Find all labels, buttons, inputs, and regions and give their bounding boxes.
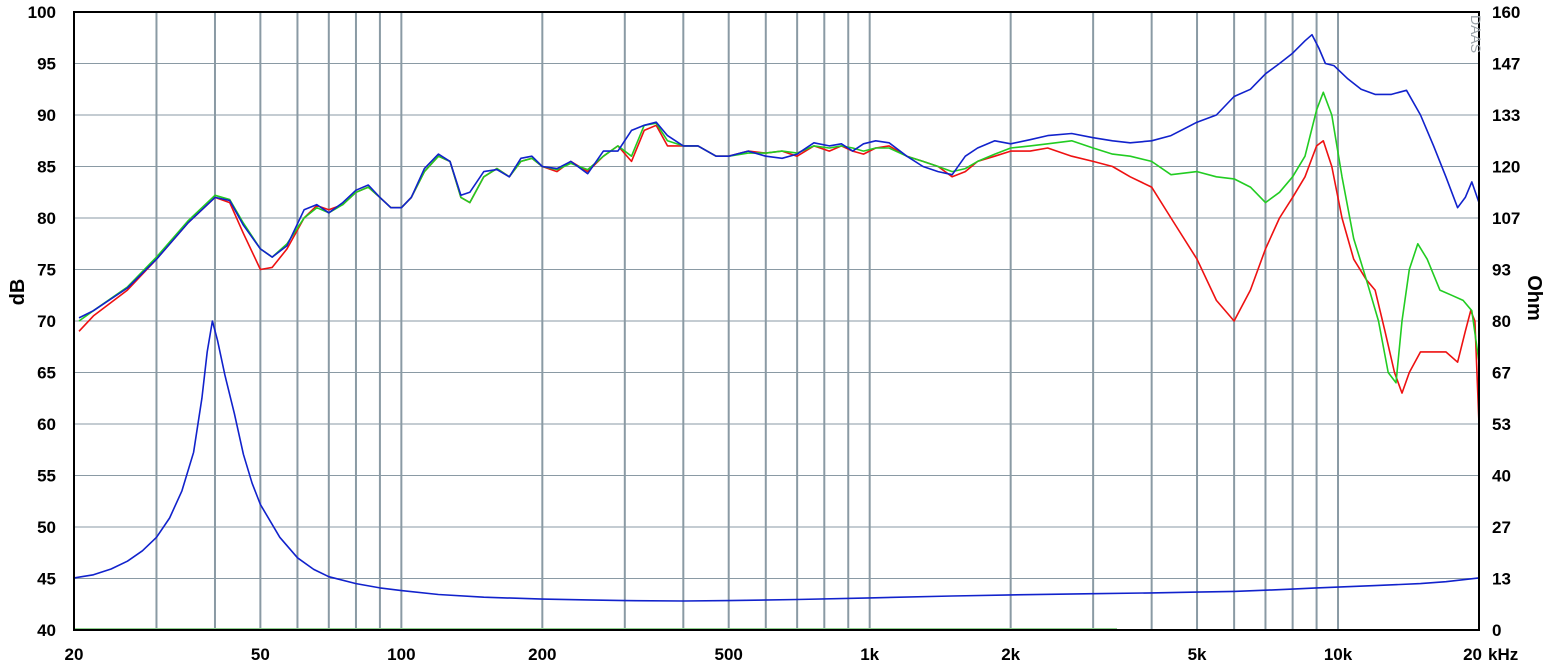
x-tick-label: 50 — [251, 645, 270, 664]
left-tick-label: 90 — [37, 106, 56, 125]
right-tick-label: 133 — [1492, 106, 1520, 125]
left-axis-ticks: 100 95 90 85 80 75 70 65 60 55 50 45 40 — [28, 3, 56, 640]
x-unit-label: kHz — [1488, 645, 1518, 664]
left-tick-label: 100 — [28, 3, 56, 22]
left-tick-label: 80 — [37, 209, 56, 228]
right-tick-label: 93 — [1492, 261, 1511, 280]
x-tick-label: 1k — [860, 645, 879, 664]
left-tick-label: 85 — [37, 158, 56, 177]
left-axis-label: dB — [7, 279, 29, 306]
left-tick-label: 95 — [37, 55, 56, 74]
left-tick-label: 55 — [37, 467, 56, 486]
right-axis-ticks: 160 147 133 120 107 93 80 67 53 40 27 13 0 — [1492, 3, 1520, 640]
series-line-impedance — [73, 320, 1480, 602]
x-tick-label: 5k — [1188, 645, 1207, 664]
x-tick-label: 500 — [715, 645, 743, 664]
x-axis-ticks: 20 50 100 200 500 1k 2k 5k 10k 20 — [65, 645, 1482, 664]
horizontal-grid — [74, 11, 1479, 631]
series-line-blue — [78, 33, 1480, 319]
right-tick-label: 147 — [1492, 55, 1520, 74]
left-tick-label: 40 — [37, 621, 56, 640]
x-tick-label: 20 — [65, 645, 84, 664]
right-tick-label: 53 — [1492, 415, 1511, 434]
x-tick-label: 10k — [1324, 645, 1353, 664]
right-tick-label: 13 — [1492, 570, 1511, 589]
left-tick-label: 70 — [37, 312, 56, 331]
x-tick-label: 2k — [1001, 645, 1020, 664]
right-tick-label: 40 — [1492, 467, 1511, 486]
x-tick-label: 20 — [1463, 645, 1482, 664]
right-tick-label: 107 — [1492, 209, 1520, 228]
right-tick-label: 160 — [1492, 3, 1520, 22]
plot-frame — [73, 11, 1480, 631]
left-tick-label: 45 — [37, 570, 56, 589]
right-tick-label: 80 — [1492, 312, 1511, 331]
right-tick-label: 0 — [1492, 621, 1501, 640]
left-tick-label: 50 — [37, 518, 56, 537]
right-tick-label: 67 — [1492, 364, 1511, 383]
left-tick-label: 60 — [37, 415, 56, 434]
right-axis-label: Ohm — [1523, 275, 1545, 321]
x-tick-label: 100 — [387, 645, 415, 664]
series-layer — [73, 33, 1480, 602]
left-tick-label: 65 — [37, 364, 56, 383]
right-tick-label: 27 — [1492, 518, 1511, 537]
x-tick-label: 200 — [528, 645, 556, 664]
left-tick-label: 75 — [37, 261, 56, 280]
right-tick-label: 120 — [1492, 158, 1520, 177]
series-line-green — [78, 91, 1480, 384]
watermark: DAAS — [1468, 15, 1484, 53]
